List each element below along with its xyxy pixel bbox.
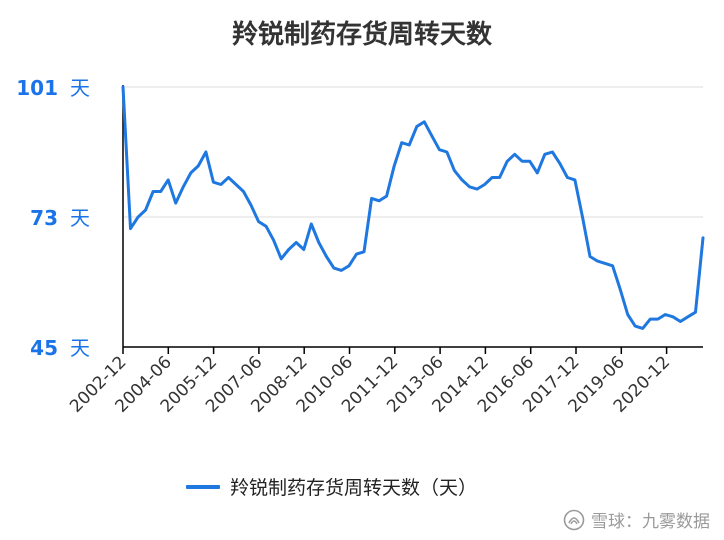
chart-title: 羚锐制药存货周转天数 [231, 20, 492, 50]
data-point [559, 162, 561, 164]
data-point [408, 144, 410, 146]
data-point [348, 265, 350, 267]
data-point [205, 151, 207, 153]
data-point [627, 313, 629, 315]
data-point [137, 216, 139, 218]
legend-swatch [186, 484, 220, 489]
data-point [212, 181, 214, 183]
y-tick-label: 73 天 [30, 206, 90, 230]
watermark: 雪球：九雾数据 [563, 507, 710, 532]
data-point [581, 216, 583, 218]
data-point [152, 190, 154, 192]
data-point [310, 223, 312, 225]
data-point [514, 153, 516, 155]
data-point [265, 225, 267, 227]
data-point [506, 160, 508, 162]
data-point [370, 197, 372, 199]
data-point [175, 202, 177, 204]
data-point [160, 190, 162, 192]
data-point [702, 237, 704, 239]
data-point [197, 165, 199, 167]
data-point [468, 186, 470, 188]
data-point [227, 176, 229, 178]
data-point [401, 142, 403, 144]
data-point [619, 288, 621, 290]
chart-legend: 羚锐制药存货周转天数（天） [186, 473, 477, 500]
data-point [257, 220, 259, 222]
data-point [340, 269, 342, 271]
data-point [461, 179, 463, 181]
data-point [694, 311, 696, 313]
data-point [280, 258, 282, 260]
data-point [679, 320, 681, 322]
data-point [416, 125, 418, 127]
data-point [129, 227, 131, 229]
data-point [566, 176, 568, 178]
data-point [687, 316, 689, 318]
data-point [664, 313, 666, 315]
data-point [604, 262, 606, 264]
series-line [121, 85, 705, 330]
data-point [551, 151, 553, 153]
watermark-text: 雪球：九雾数据 [591, 512, 710, 532]
data-point [521, 160, 523, 162]
data-point [393, 165, 395, 167]
y-tick-label: 45 天 [30, 336, 90, 360]
data-point [642, 327, 644, 329]
data-point [589, 255, 591, 257]
legend-label: 羚锐制药存货周转天数（天） [230, 477, 478, 499]
data-point [378, 200, 380, 202]
data-point [657, 318, 659, 320]
data-point [272, 239, 274, 241]
snowball-logo-icon [563, 509, 585, 530]
data-point [438, 149, 440, 151]
data-point [483, 183, 485, 185]
data-point [672, 316, 674, 318]
data-point [144, 209, 146, 211]
data-point [242, 190, 244, 192]
data-point [303, 248, 305, 250]
data-point [325, 255, 327, 257]
data-point [355, 253, 357, 255]
data-point [122, 86, 124, 88]
data-point [649, 318, 651, 320]
data-point [295, 241, 297, 243]
data-point [611, 265, 613, 267]
data-point [529, 160, 531, 162]
data-point [423, 121, 425, 123]
data-point [596, 260, 598, 262]
data-point [498, 176, 500, 178]
data-point [288, 248, 290, 250]
data-point [363, 251, 365, 253]
data-point [220, 183, 222, 185]
data-point [574, 179, 576, 181]
data-point [634, 325, 636, 327]
data-point [333, 267, 335, 269]
data-point [250, 204, 252, 206]
data-point [190, 172, 192, 174]
data-point [544, 153, 546, 155]
data-point [235, 183, 237, 185]
data-point [491, 176, 493, 178]
data-point [446, 151, 448, 153]
data-point [431, 135, 433, 137]
y-tick-label: 101 天 [16, 76, 90, 100]
data-point [385, 195, 387, 197]
data-point [182, 186, 184, 188]
data-point [536, 172, 538, 174]
data-point [453, 169, 455, 171]
data-point [167, 179, 169, 181]
data-point [476, 188, 478, 190]
data-point [318, 241, 320, 243]
